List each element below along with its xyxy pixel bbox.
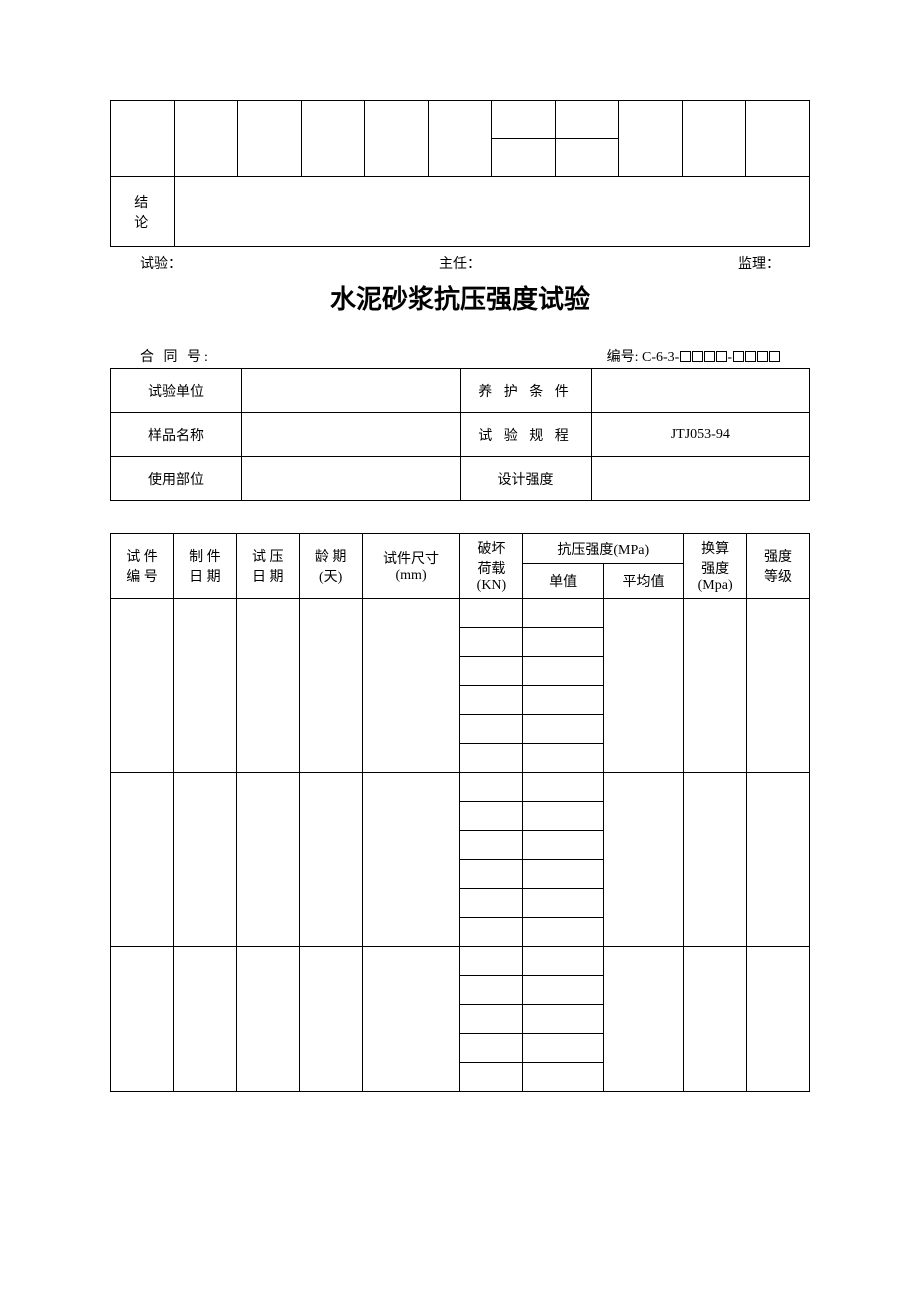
cell-size [362,599,460,773]
curing-value [591,369,809,413]
cell-mdate [173,773,236,947]
test-unit-label: 试验单位 [111,369,242,413]
cell-load [460,860,523,889]
cell-load [460,686,523,715]
cell-tdate [236,599,299,773]
cell-sn [111,599,174,773]
cell-sn [111,773,174,947]
cell-sn [111,947,174,1092]
cell-single [523,889,603,918]
cell-load [460,657,523,686]
cell-grade [747,773,810,947]
cell-single [523,628,603,657]
contract-label: 合 同 号: [140,346,211,366]
cell-single [523,802,603,831]
cell-converted [684,599,747,773]
col-single: 单值 [523,564,603,599]
cell-single [523,1005,603,1034]
cell-tdate [236,773,299,947]
use-part-label: 使用部位 [111,457,242,501]
col-test-date: 试 压 日 期 [236,534,299,599]
header-row: 合 同 号: 编号: C-6-3-- [110,346,810,368]
col-grade: 强度 等级 [747,534,810,599]
cell-single [523,976,603,1005]
cell-tdate [236,947,299,1092]
cell-load [460,947,523,976]
cell-single [523,773,603,802]
cell-load [460,918,523,947]
info-table: 试验单位 养 护 条 件 样品名称 试 验 规 程 JTJ053-94 使用部位… [110,368,810,501]
design-strength-label: 设计强度 [460,457,591,501]
cell-load [460,889,523,918]
cell-single [523,918,603,947]
col-avg: 平均值 [603,564,683,599]
cell-single [523,831,603,860]
conclusion-value [174,177,809,247]
cell-load [460,628,523,657]
cell-load [460,744,523,773]
top-partial-table: 结 论 [110,100,810,247]
cell-load [460,1005,523,1034]
signature-director: 主任： [439,253,481,273]
signature-supervisor: 监理： [738,253,780,273]
col-converted: 换算 强度 (Mpa) [684,534,747,599]
cell-load [460,976,523,1005]
cell-single [523,686,603,715]
cell-single [523,1063,603,1092]
conclusion-label: 结 论 [111,177,175,247]
signature-row: 试验： 主任： 监理： [110,247,810,277]
cell-load [460,802,523,831]
table-row [111,599,810,628]
cell-mdate [173,947,236,1092]
cell-single [523,715,603,744]
sample-name-label: 样品名称 [111,413,242,457]
use-part-value [242,457,460,501]
cell-avg [603,947,683,1092]
col-strength-group: 抗压强度(MPa) [523,534,684,564]
cell-age [299,773,362,947]
cell-grade [747,947,810,1092]
test-spec-label: 试 验 规 程 [460,413,591,457]
cell-converted [684,947,747,1092]
cell-single [523,744,603,773]
col-load: 破坏 荷载 (KN) [460,534,523,599]
test-spec-value: JTJ053-94 [591,413,809,457]
cell-grade [747,599,810,773]
cell-single [523,1034,603,1063]
cell-load [460,831,523,860]
curing-label: 养 护 条 件 [460,369,591,413]
cell-converted [684,773,747,947]
cell-single [523,860,603,889]
cell-avg [603,599,683,773]
cell-size [362,947,460,1092]
col-size: 试件尺寸 (mm) [362,534,460,599]
serial-number: 编号: C-6-3-- [607,346,780,366]
cell-load [460,1063,523,1092]
page-title: 水泥砂浆抗压强度试验 [110,279,810,316]
cell-load [460,599,523,628]
cell-age [299,599,362,773]
cell-single [523,599,603,628]
cell-load [460,1034,523,1063]
cell-size [362,773,460,947]
design-strength-value [591,457,809,501]
data-table: 试 件 编 号 制 件 日 期 试 压 日 期 龄 期 (天) 试件尺寸 (mm… [110,533,810,1092]
table-row [111,773,810,802]
table-row [111,947,810,976]
cell-mdate [173,599,236,773]
cell-avg [603,773,683,947]
test-unit-value [242,369,460,413]
col-make-date: 制 件 日 期 [173,534,236,599]
sample-name-value [242,413,460,457]
signature-test: 试验： [140,253,182,273]
cell-load [460,715,523,744]
col-specimen-no: 试 件 编 号 [111,534,174,599]
cell-age [299,947,362,1092]
cell-load [460,773,523,802]
col-age: 龄 期 (天) [299,534,362,599]
cell-single [523,947,603,976]
cell-single [523,657,603,686]
